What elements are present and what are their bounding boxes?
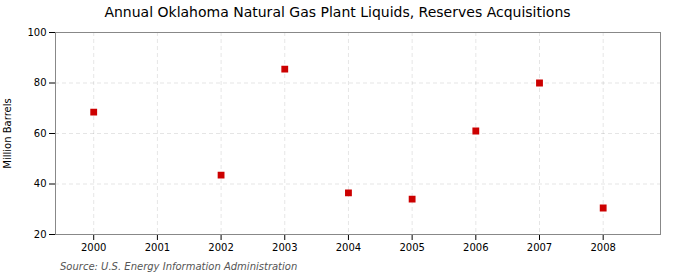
svg-text:2004: 2004: [336, 242, 361, 253]
html-text:Source: U.S. Energy Informatio: Source: U.S. Energy Information Administ…: [60, 261, 298, 272]
svg-text:2003: 2003: [272, 242, 297, 253]
svg-text:2000: 2000: [81, 242, 106, 253]
svg-text:2002: 2002: [208, 242, 233, 253]
svg-text:60: 60: [34, 128, 47, 139]
svg-text:80: 80: [34, 77, 47, 88]
svg-text:2006: 2006: [463, 242, 488, 253]
svg-text:2008: 2008: [590, 242, 615, 253]
svg-text:2007: 2007: [527, 242, 552, 253]
svg-text:20: 20: [34, 229, 47, 240]
svg-text:100: 100: [27, 27, 46, 38]
svg-text:Million Barrels: Million Barrels: [2, 98, 13, 168]
svg-text:40: 40: [34, 178, 47, 189]
html-text:Annual Oklahoma Natural Gas Pl: Annual Oklahoma Natural Gas Plant Liquid…: [104, 4, 571, 20]
svg-text:2001: 2001: [145, 242, 170, 253]
svg-text:2005: 2005: [399, 242, 424, 253]
